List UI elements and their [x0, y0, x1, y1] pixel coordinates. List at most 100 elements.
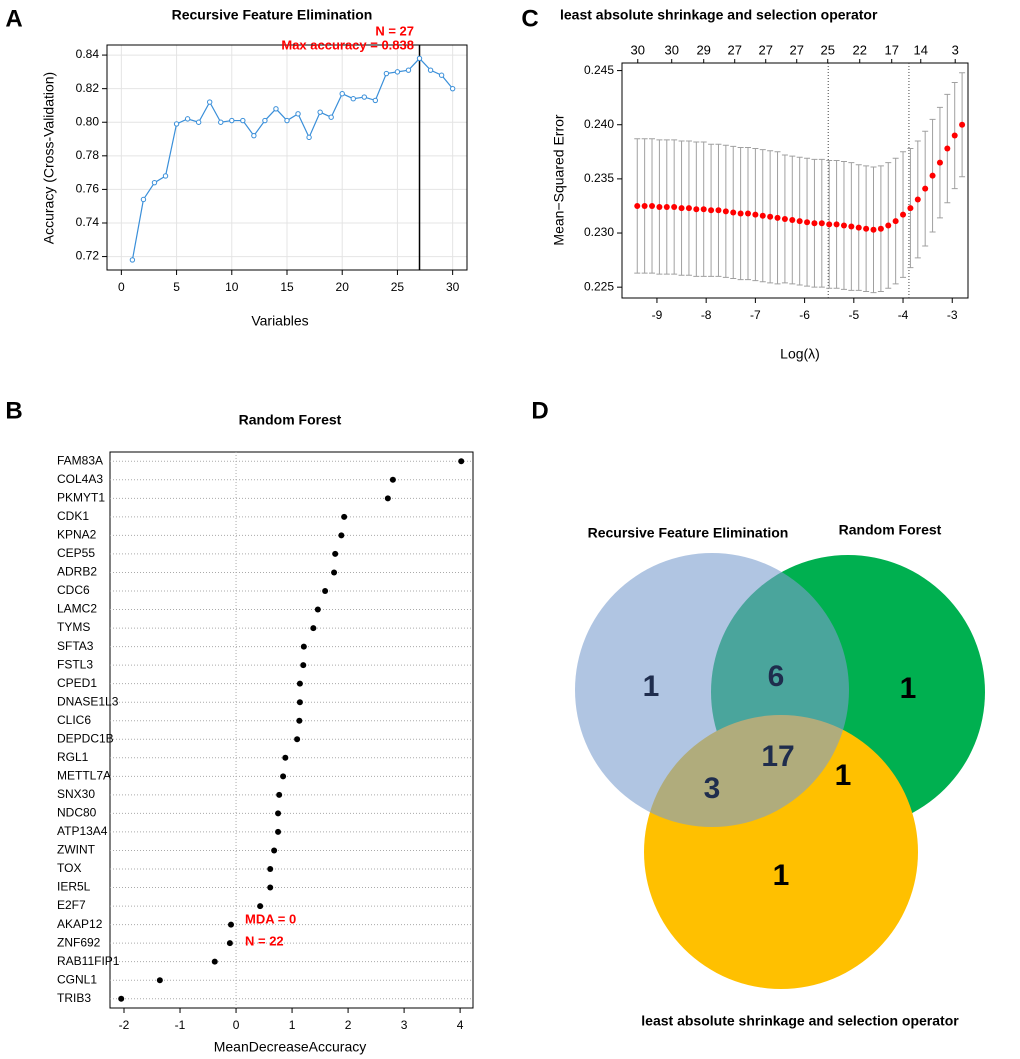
chart-title: Random Forest	[239, 412, 342, 428]
category-label: ADRB2	[57, 565, 97, 579]
dot	[314, 606, 321, 613]
y-tick-label: 0.78	[76, 148, 100, 162]
set-label: least absolute shrinkage and selection o…	[641, 1013, 959, 1029]
y-axis-label: Mean−Squared Error	[551, 114, 567, 245]
category-label: DNASE1L3	[57, 694, 119, 708]
x-tick-label: 25	[391, 280, 405, 294]
point	[649, 202, 656, 209]
region-count: 1	[900, 672, 917, 705]
point	[796, 218, 803, 225]
point	[634, 202, 641, 209]
top-tick-label: 27	[727, 42, 741, 57]
x-tick-label: 10	[225, 280, 239, 294]
x-tick-label: 2	[345, 1018, 352, 1032]
plot-frame	[621, 62, 969, 299]
point	[840, 222, 847, 229]
point	[951, 132, 958, 139]
x-tick-label: 5	[173, 280, 180, 294]
dot	[276, 791, 283, 798]
point	[737, 210, 744, 217]
y-tick-label: 0.72	[76, 249, 100, 263]
category-label: PKMYT1	[57, 491, 105, 505]
region-count: 17	[761, 740, 794, 773]
category-label: FAM83A	[57, 453, 103, 467]
point	[449, 85, 456, 92]
top-tick-label: 14	[914, 42, 928, 57]
point	[678, 205, 685, 212]
point	[789, 217, 796, 224]
point	[922, 185, 929, 192]
dot	[296, 680, 303, 687]
point	[251, 132, 257, 139]
region-count: 1	[835, 759, 852, 792]
point	[671, 204, 678, 211]
dot	[228, 921, 234, 928]
category-label: CEP55	[57, 546, 95, 560]
category-label: COL4A3	[57, 472, 103, 486]
point	[218, 119, 224, 125]
category-label: LAMC2	[57, 602, 97, 616]
dot	[118, 995, 125, 1002]
point	[405, 67, 412, 73]
point	[350, 96, 356, 102]
dot	[296, 699, 303, 706]
dot	[280, 773, 287, 780]
point	[427, 67, 434, 73]
point	[229, 117, 235, 124]
point	[700, 206, 707, 213]
point	[262, 117, 268, 124]
x-axis-label: Log(λ)	[780, 346, 820, 362]
point	[339, 90, 345, 97]
top-tick-label: 30	[631, 42, 645, 57]
point	[693, 206, 700, 213]
category-label: CDK1	[57, 509, 89, 523]
region-count: 1	[643, 670, 660, 703]
panel-label: A	[5, 5, 22, 32]
region-count: 1	[773, 859, 790, 892]
category-label: TRIB3	[57, 991, 91, 1005]
point	[206, 99, 213, 105]
dot	[294, 736, 301, 743]
point	[804, 219, 811, 226]
point	[730, 209, 737, 216]
dot	[282, 754, 289, 761]
chart-title: least absolute shrinkage and selection o…	[560, 7, 878, 23]
dot	[275, 810, 282, 817]
point	[767, 213, 774, 220]
dot	[267, 884, 274, 891]
dot	[271, 847, 278, 854]
point	[438, 72, 445, 78]
point	[833, 221, 840, 228]
point	[372, 97, 379, 104]
dot	[156, 977, 163, 984]
point	[900, 211, 907, 218]
y-axis-label: Accuracy (Cross-Validation)	[41, 72, 57, 244]
dot	[331, 569, 338, 576]
dot	[226, 940, 233, 947]
point	[383, 70, 390, 77]
x-tick-label: 3	[401, 1018, 408, 1032]
point	[818, 220, 825, 227]
category-label: METTL7A	[57, 769, 111, 783]
point	[151, 179, 158, 186]
point	[416, 55, 423, 62]
y-tick-label: 0.80	[76, 114, 100, 128]
x-tick-label: -5	[848, 308, 859, 322]
point	[195, 119, 202, 125]
y-tick-label: 0.230	[584, 225, 614, 239]
category-label: RGL1	[57, 750, 89, 764]
point	[663, 204, 670, 211]
point	[944, 145, 951, 152]
point	[907, 205, 914, 212]
category-label: TYMS	[57, 620, 90, 634]
point	[936, 159, 943, 166]
point	[306, 134, 312, 141]
top-tick-label: 30	[664, 42, 678, 57]
point	[328, 114, 334, 120]
dot	[211, 958, 218, 965]
category-label: NDC80	[57, 806, 97, 820]
category-label: CPED1	[57, 676, 97, 690]
category-label: ZNF692	[57, 935, 101, 949]
point	[892, 218, 899, 225]
